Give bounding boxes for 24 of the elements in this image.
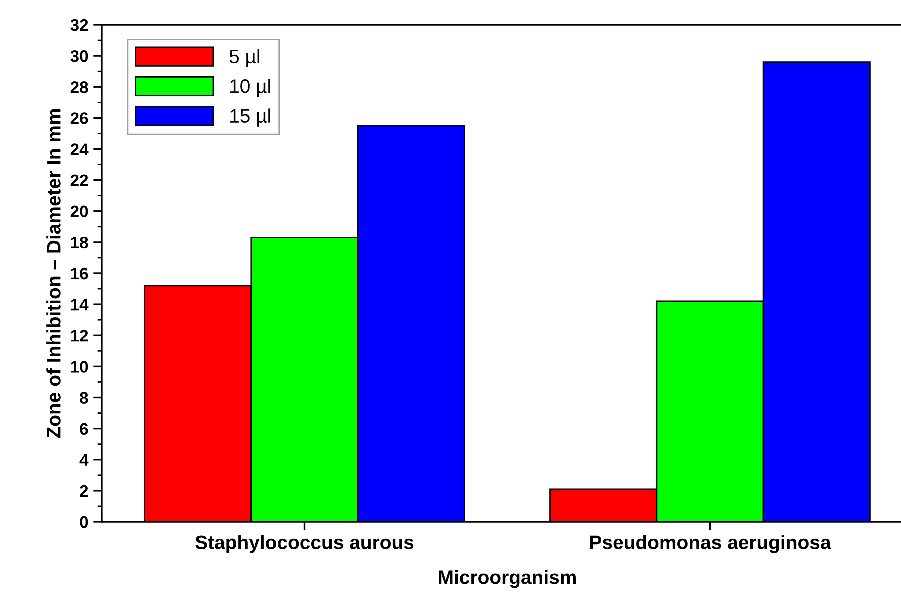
- y-tick-label: 12: [71, 330, 88, 342]
- legend-label: 10 µl: [230, 79, 270, 98]
- y-tick-label: 0: [80, 516, 88, 528]
- y-tick-label: 10: [71, 361, 88, 373]
- y-tick-label: 28: [70, 82, 88, 94]
- y-tick-label: 4: [80, 454, 89, 466]
- x-tick-label: Pseudomonas aeruginosa: [590, 535, 832, 554]
- legend-label: 15 µl: [230, 108, 270, 127]
- legend-label: 5 µl: [230, 49, 260, 68]
- y-tick-label: 2: [80, 485, 88, 497]
- y-tick-label: 32: [70, 19, 88, 32]
- y-tick-label: 30: [70, 50, 88, 62]
- y-tick-label: 6: [80, 423, 88, 436]
- y-tick-label: 16: [71, 268, 88, 280]
- y-tick-label: 20: [70, 206, 88, 218]
- y-tick-label: 18: [71, 236, 88, 249]
- x-tick-label: Staphylococcus aurous: [196, 535, 414, 554]
- y-tick-label: 8: [80, 392, 88, 404]
- y-axis-title: Zone of Inhibition – Diameter In mm: [46, 109, 61, 438]
- x-axis-title: Microorganism: [439, 570, 576, 588]
- y-tick-label: 22: [70, 174, 88, 186]
- y-tick-label: 26: [70, 112, 88, 124]
- y-tick-label: 14: [71, 299, 89, 311]
- y-tick-label: 24: [70, 144, 89, 156]
